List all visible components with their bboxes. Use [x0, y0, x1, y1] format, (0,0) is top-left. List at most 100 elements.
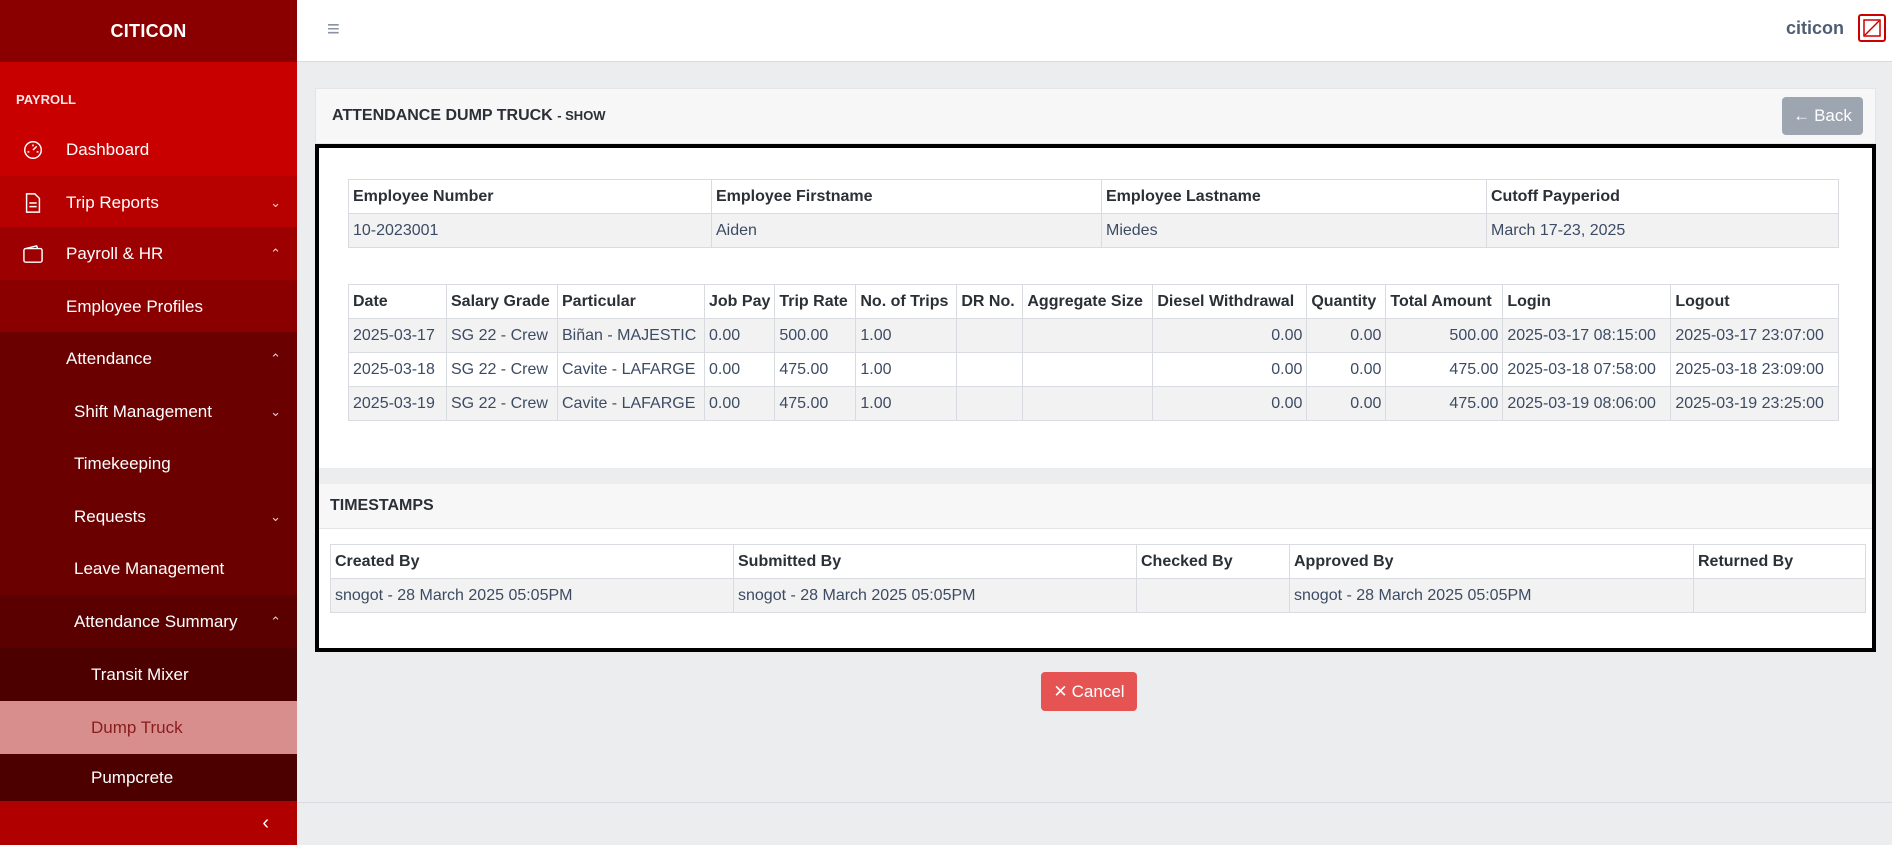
table-cell: 475.00 — [1385, 386, 1504, 421]
user-name[interactable]: citicon — [1785, 18, 1844, 38]
table-cell: 0.00 — [703, 352, 776, 387]
sidebar-item-leave-management[interactable]: Leave Management — [0, 542, 297, 595]
wallet-icon — [21, 242, 45, 266]
chevron-down-icon: ⌄ — [270, 508, 281, 524]
menu-toggle-icon[interactable]: ≡ — [327, 16, 340, 41]
table-cell: 2025-03-18 — [348, 352, 447, 387]
timestamps-table: Created By Submitted By Checked By Approved… — [330, 544, 1866, 613]
table-cell — [1693, 578, 1866, 613]
sidebar-item-label: Transit Mixer — [91, 664, 189, 684]
column-header: Date — [348, 284, 447, 319]
table-cell: 475.00 — [1385, 352, 1504, 387]
sidebar-item-dashboard[interactable]: Dashboard — [0, 123, 297, 176]
table-cell: 2025-03-19 — [348, 386, 447, 421]
table-row: 2025-03-18 SG 22 - Crew Cavite - LAFARGE 0.… — [348, 352, 1839, 387]
column-header: Cutoff Payperiod — [1486, 179, 1839, 214]
sidebar-minimize-button[interactable]: ‹ — [0, 801, 297, 845]
table-cell: 0.00 — [1306, 352, 1387, 387]
table-cell: 10-2023001 — [348, 213, 712, 248]
column-header: DR No. — [956, 284, 1024, 319]
table-cell: 1.00 — [855, 352, 958, 387]
page-title: ATTENDANCE DUMP TRUCK - SHOW — [332, 107, 606, 124]
arrow-left-icon: ← — [1793, 106, 1811, 125]
cancel-button-label: Cancel — [1071, 681, 1125, 701]
sidebar: CITICON PAYROLL Dashboard Trip Reports ⌄… — [0, 0, 297, 845]
table-cell: 475.00 — [774, 386, 857, 421]
timestamps-title: TIMESTAMPS — [319, 484, 1872, 529]
table-cell: Cavite - LAFARGE — [557, 386, 705, 421]
table-cell: 500.00 — [774, 318, 857, 353]
sidebar-item-transit-mixer[interactable]: Transit Mixer — [0, 648, 297, 701]
column-header: Created By — [330, 544, 734, 579]
table-cell: 475.00 — [774, 352, 857, 387]
sidebar-item-trip-reports[interactable]: Trip Reports ⌄ — [0, 176, 297, 229]
page-subtitle: - SHOW — [557, 108, 606, 123]
table-cell — [956, 352, 1024, 387]
table-cell: 2025-03-19 23:25:00 — [1670, 386, 1839, 421]
sidebar-item-requests[interactable]: Requests ⌄ — [0, 490, 297, 543]
sidebar-item-label: Pumpcrete — [91, 767, 174, 787]
column-header: Job Pay — [703, 284, 776, 319]
cancel-button[interactable]: ✕ Cancel — [1041, 672, 1137, 711]
table-cell: snogot - 28 March 2025 05:05PM — [330, 578, 734, 613]
sidebar-item-attendance-summary[interactable]: Attendance Summary ⌃ — [0, 595, 297, 648]
table-cell: 2025-03-17 08:15:00 — [1502, 318, 1672, 353]
table-cell: SG 22 - Crew — [446, 318, 558, 353]
table-cell: Aiden — [711, 213, 1102, 248]
table-cell — [1022, 352, 1154, 387]
table-cell: Biñan - MAJESTIC — [557, 318, 705, 353]
attendance-table: Date Salary Grade Particular Job Pay Trip Ra… — [348, 284, 1839, 421]
column-header: Checked By — [1136, 544, 1290, 579]
sidebar-item-label: Trip Reports — [66, 192, 159, 212]
back-button[interactable]: ← Back — [1782, 97, 1863, 135]
sidebar-item-dump-truck[interactable]: Dump Truck — [0, 701, 297, 754]
close-icon: ✕ — [1053, 681, 1068, 701]
sidebar-item-employee-profiles[interactable]: Employee Profiles — [0, 280, 297, 333]
footer-divider — [297, 802, 1892, 803]
column-header: Trip Rate — [774, 284, 857, 319]
card-header: ATTENDANCE DUMP TRUCK - SHOW ← Back — [315, 88, 1876, 144]
sidebar-item-label: Dump Truck — [91, 717, 183, 737]
sidebar-section-title: PAYROLL — [16, 92, 76, 107]
card-body: Employee Number Employee Firstname Employe… — [315, 144, 1876, 652]
sidebar-item-label: Leave Management — [74, 558, 225, 578]
column-header: No. of Trips — [855, 284, 958, 319]
chevron-up-icon: ⌃ — [270, 613, 281, 629]
table-cell: 0.00 — [703, 318, 776, 353]
sidebar-item-shift-management[interactable]: Shift Management ⌄ — [0, 385, 297, 438]
chevron-left-icon: ‹ — [262, 811, 269, 834]
sidebar-item-label: Timekeeping — [74, 453, 171, 473]
sidebar-item-pumpcrete[interactable]: Pumpcrete — [0, 754, 297, 801]
column-header: Employee Lastname — [1101, 179, 1487, 214]
table-cell: 0.00 — [1152, 352, 1308, 387]
column-header: Returned By — [1693, 544, 1866, 579]
sidebar-item-timekeeping[interactable]: Timekeeping — [0, 437, 297, 490]
table-cell: 0.00 — [1306, 318, 1387, 353]
avatar[interactable] — [1858, 14, 1886, 42]
table-cell: 0.00 — [703, 386, 776, 421]
column-header: Quantity — [1306, 284, 1387, 319]
table-cell: 0.00 — [1152, 318, 1308, 353]
table-row: snogot - 28 March 2025 05:05PM snogot - 2… — [330, 578, 1866, 613]
table-cell — [956, 318, 1024, 353]
sidebar-item-label: Shift Management — [74, 401, 212, 421]
table-cell: SG 22 - Crew — [446, 386, 558, 421]
table-row: 2025-03-19 SG 22 - Crew Cavite - LAFARGE 0.… — [348, 386, 1839, 421]
table-cell: Miedes — [1101, 213, 1487, 248]
table-cell: 500.00 — [1385, 318, 1504, 353]
column-header: Employee Number — [348, 179, 712, 214]
table-cell: Cavite - LAFARGE — [557, 352, 705, 387]
table-cell: 1.00 — [855, 318, 958, 353]
table-cell: 0.00 — [1152, 386, 1308, 421]
brand-logo[interactable]: CITICON — [0, 0, 297, 62]
table-cell: 2025-03-17 23:07:00 — [1670, 318, 1839, 353]
table-row: 2025-03-17 SG 22 - Crew Biñan - MAJESTIC 0.… — [348, 318, 1839, 353]
table-cell — [1136, 578, 1290, 613]
sidebar-item-attendance[interactable]: Attendance ⌃ — [0, 332, 297, 385]
sidebar-item-payroll-hr[interactable]: Payroll & HR ⌃ — [0, 227, 297, 280]
top-header: ≡ citicon — [297, 0, 1892, 62]
table-cell — [1022, 386, 1154, 421]
sidebar-item-label: Attendance — [66, 348, 153, 368]
column-header: Employee Firstname — [711, 179, 1102, 214]
sidebar-item-label: Employee Profiles — [66, 296, 204, 316]
